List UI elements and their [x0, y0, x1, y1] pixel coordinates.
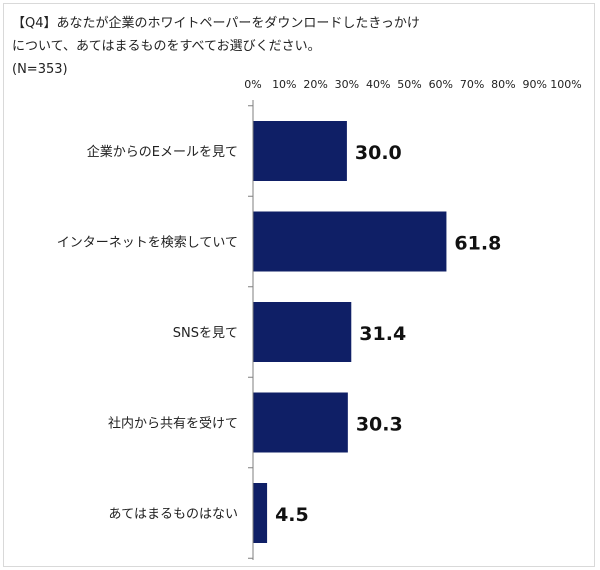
- x-tick-label: 100%: [550, 78, 581, 91]
- category-label: インターネットを検索していて: [57, 236, 238, 251]
- title-line-2: について、あてはまるものをすべてお選びください。: [12, 39, 321, 54]
- chart-title: 【Q4】あなたが企業のホワイトペーパーをダウンロードしたきっかけ について、あて…: [12, 12, 420, 81]
- category-label: 社内から共有を受けて: [108, 416, 238, 432]
- data-label: 61.8: [454, 233, 501, 255]
- bar: [253, 211, 447, 272]
- x-tick-label: 30%: [335, 78, 359, 91]
- sample-size: (N=353): [12, 62, 68, 77]
- category-label: SNSを見て: [173, 326, 238, 341]
- x-tick-label: 40%: [366, 78, 390, 91]
- bar: [253, 392, 348, 453]
- x-tick-label: 50%: [397, 78, 421, 91]
- x-tick-label: 10%: [272, 78, 296, 91]
- x-tick-label: 70%: [460, 78, 484, 91]
- x-tick-label: 80%: [491, 78, 515, 91]
- data-label: 30.3: [356, 414, 403, 436]
- category-label: あてはまるものはない: [109, 507, 238, 522]
- title-line-1: 【Q4】あなたが企業のホワイトペーパーをダウンロードしたきっかけ: [12, 16, 420, 31]
- bar: [253, 121, 347, 181]
- bar: [253, 302, 352, 362]
- data-label: 30.0: [355, 142, 402, 164]
- chart-frame: [3, 3, 595, 567]
- x-tick-label: 0%: [244, 78, 261, 91]
- data-label: 4.5: [275, 504, 309, 526]
- category-label: 企業からのEメールを見て: [87, 144, 238, 160]
- data-label: 31.4: [359, 323, 406, 345]
- x-tick-label: 60%: [429, 78, 453, 91]
- x-tick-label: 90%: [522, 78, 546, 91]
- bar: [253, 483, 268, 543]
- x-tick-label: 20%: [303, 78, 327, 91]
